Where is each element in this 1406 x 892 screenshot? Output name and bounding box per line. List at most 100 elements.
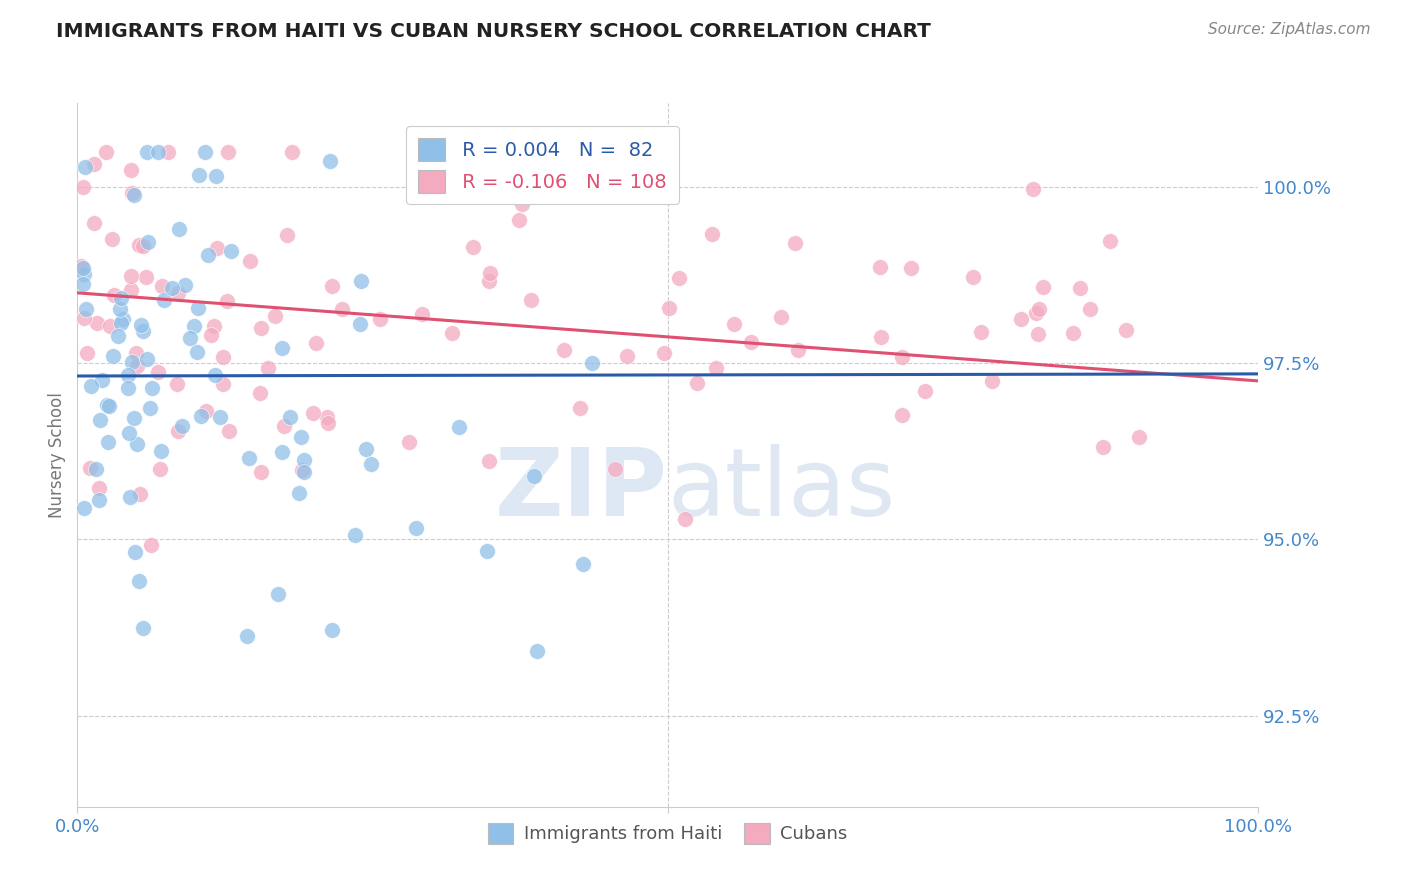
- Point: [162, 281, 184, 295]
- Point: [786, 343, 808, 358]
- Point: [321, 623, 343, 637]
- Point: [250, 321, 273, 335]
- Point: [700, 227, 723, 241]
- Point: [157, 145, 180, 159]
- Point: [914, 384, 936, 399]
- Point: [76, 346, 98, 360]
- Point: [1062, 326, 1084, 340]
- Point: [129, 487, 152, 501]
- Point: [200, 328, 222, 343]
- Point: [146, 145, 169, 159]
- Point: [321, 278, 343, 293]
- Point: [129, 318, 152, 332]
- Point: [204, 368, 226, 383]
- Point: [305, 335, 328, 350]
- Point: [368, 312, 391, 326]
- Point: [344, 528, 367, 542]
- Point: [673, 512, 696, 526]
- Point: [120, 163, 142, 178]
- Point: [83, 216, 105, 230]
- Point: [73, 160, 96, 174]
- Point: [202, 319, 225, 334]
- Point: [73, 268, 96, 282]
- Point: [204, 169, 226, 184]
- Point: [76, 302, 98, 317]
- Point: [207, 241, 229, 255]
- Point: [962, 270, 984, 285]
- Point: [80, 379, 103, 393]
- Point: [111, 312, 134, 326]
- Point: [740, 334, 762, 349]
- Point: [139, 401, 162, 415]
- Point: [187, 301, 209, 315]
- Point: [568, 401, 591, 415]
- Point: [101, 349, 124, 363]
- Point: [194, 404, 217, 418]
- Point: [124, 544, 146, 558]
- Legend: Immigrants from Haiti, Cubans: Immigrants from Haiti, Cubans: [481, 816, 855, 851]
- Point: [330, 302, 353, 317]
- Point: [319, 154, 342, 169]
- Point: [128, 574, 150, 588]
- Point: [510, 197, 533, 211]
- Point: [581, 356, 603, 370]
- Point: [127, 359, 149, 374]
- Point: [1032, 279, 1054, 293]
- Point: [110, 302, 132, 317]
- Point: [166, 376, 188, 391]
- Point: [250, 465, 273, 479]
- Point: [217, 145, 239, 159]
- Point: [120, 283, 142, 297]
- Point: [141, 381, 163, 395]
- Point: [149, 462, 172, 476]
- Point: [212, 351, 235, 365]
- Point: [486, 175, 509, 189]
- Point: [1115, 323, 1137, 337]
- Point: [173, 278, 195, 293]
- Point: [239, 253, 262, 268]
- Point: [508, 212, 530, 227]
- Point: [118, 425, 141, 440]
- Point: [87, 492, 110, 507]
- Point: [183, 319, 205, 334]
- Point: [704, 361, 727, 376]
- Point: [187, 168, 209, 182]
- Point: [166, 424, 188, 438]
- Point: [118, 490, 141, 504]
- Point: [257, 360, 280, 375]
- Point: [122, 188, 145, 202]
- Point: [190, 409, 212, 423]
- Text: Source: ZipAtlas.com: Source: ZipAtlas.com: [1208, 22, 1371, 37]
- Point: [520, 293, 543, 307]
- Point: [553, 343, 575, 358]
- Point: [1010, 311, 1032, 326]
- Point: [1069, 281, 1091, 295]
- Y-axis label: Nursery School: Nursery School: [48, 392, 66, 518]
- Point: [98, 319, 121, 334]
- Point: [271, 341, 294, 355]
- Point: [170, 418, 193, 433]
- Point: [478, 274, 501, 288]
- Point: [1098, 235, 1121, 249]
- Point: [219, 244, 242, 259]
- Point: [276, 228, 298, 243]
- Point: [900, 260, 922, 275]
- Point: [91, 373, 114, 387]
- Point: [96, 398, 118, 412]
- Point: [249, 386, 271, 401]
- Point: [136, 352, 159, 367]
- Point: [1078, 301, 1101, 316]
- Text: atlas: atlas: [668, 444, 896, 536]
- Point: [186, 344, 208, 359]
- Point: [120, 269, 142, 284]
- Point: [167, 286, 190, 301]
- Point: [572, 557, 595, 571]
- Point: [70, 260, 93, 274]
- Point: [970, 326, 993, 340]
- Point: [478, 454, 501, 468]
- Point: [150, 279, 173, 293]
- Point: [73, 311, 96, 326]
- Point: [139, 537, 162, 551]
- Point: [449, 145, 471, 159]
- Point: [167, 221, 190, 235]
